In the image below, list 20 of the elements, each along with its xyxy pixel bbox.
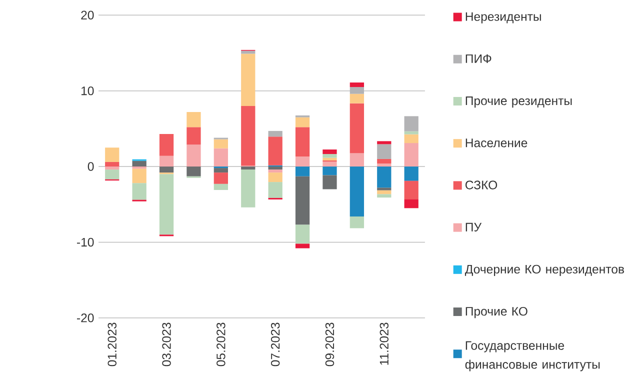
x-tick-label: 01.2023 <box>108 322 116 366</box>
legend-label: ПИФ <box>466 54 492 63</box>
y-tick-label: -20 <box>77 313 94 322</box>
legend-label: Государственные финансовые институты <box>465 341 600 372</box>
x-tick-label: 11.2023 <box>380 322 388 365</box>
x-tick-label: 03.2023 <box>162 322 171 366</box>
legend-label: Нерезиденты <box>466 12 541 24</box>
x-tick-label: 07.2023 <box>270 322 280 366</box>
legend-label: СЗКО <box>466 180 498 190</box>
legend-label: Прочие резиденты <box>466 96 572 108</box>
legend-label: Население <box>466 138 528 148</box>
y-tick-label: -10 <box>77 238 94 246</box>
legend-label: Дочерние КО нерезидентов <box>464 264 624 276</box>
y-tick-label: 0 <box>88 162 94 171</box>
legend-label: Прочие КО <box>466 306 528 318</box>
x-tick-label: 09.2023 <box>325 322 334 366</box>
y-tick-label: 10 <box>81 86 94 96</box>
x-tick-label: 05.2023 <box>216 322 226 366</box>
y-tick-label: 20 <box>81 10 94 20</box>
legend-label: ПУ <box>466 222 482 232</box>
